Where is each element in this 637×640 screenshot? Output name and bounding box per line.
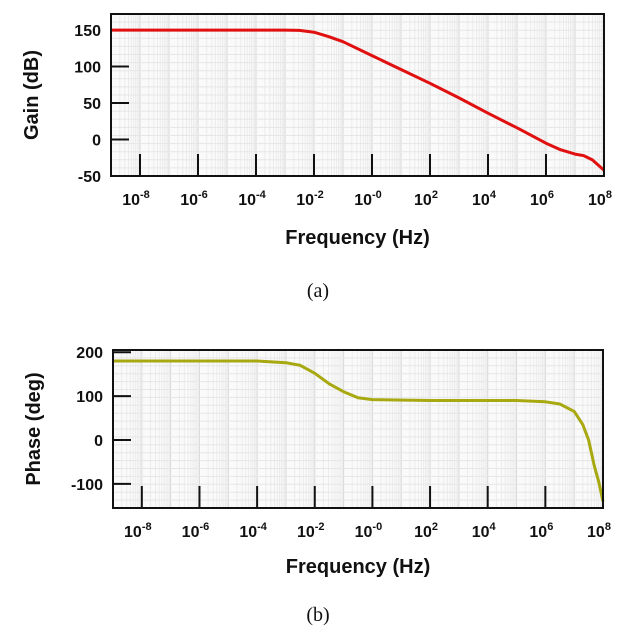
panel-caption: (a) <box>307 280 329 302</box>
x-tick-exponent: 8 <box>606 189 612 201</box>
y-tick-label: 100 <box>74 60 101 77</box>
x-tick-label: 10-4 <box>238 189 266 209</box>
x-tick-exponent: 6 <box>547 521 553 533</box>
x-tick-label: 104 <box>472 521 497 541</box>
x-tick-exponent: -8 <box>142 521 152 533</box>
x-tick-label: 106 <box>530 189 554 209</box>
x-tick-label: 10-0 <box>355 521 383 541</box>
x-tick-exponent: -2 <box>315 521 325 533</box>
panel-caption: (b) <box>306 604 329 626</box>
y-tick-label: -100 <box>71 477 103 494</box>
x-tick-label: 10-2 <box>297 521 325 541</box>
x-tick-label: 10-4 <box>239 521 267 541</box>
x-tick-label: 10-8 <box>122 189 150 209</box>
x-tick-exponent: -6 <box>199 521 209 533</box>
x-tick-exponent: 4 <box>490 189 497 201</box>
x-tick-exponent: 2 <box>432 521 438 533</box>
x-tick-label: 106 <box>529 521 553 541</box>
x-tick-label: 104 <box>472 189 497 209</box>
y-axis-label: Phase (deg) <box>23 372 45 485</box>
x-tick-exponent: 4 <box>490 521 497 533</box>
y-tick-label: 100 <box>76 389 103 406</box>
series-line-phase <box>113 359 605 502</box>
x-tick-exponent: 8 <box>605 521 611 533</box>
x-tick-label: 10-6 <box>182 521 210 541</box>
x-tick-label: 108 <box>588 189 612 209</box>
x-tick-exponent: 6 <box>548 189 554 201</box>
x-tick-exponent: 2 <box>432 189 438 201</box>
x-tick-label: 10-6 <box>180 189 208 209</box>
x-tick-exponent: -4 <box>257 521 268 533</box>
x-tick-exponent: -4 <box>256 189 267 201</box>
y-tick-label: 0 <box>94 433 103 450</box>
phase-plot: 10-8 10-6 10-4 10-2 10-0 102 104 106 108 200 100 0 -… <box>23 345 611 626</box>
x-axis-label: Frequency (Hz) <box>285 227 429 249</box>
x-tick-label: 10-8 <box>124 521 152 541</box>
y-tick-label: 0 <box>92 133 101 150</box>
x-tick-exponent: -8 <box>140 189 150 201</box>
gain-plot: 10-8 10-6 10-4 10-2 10-0 102 104 106 108 150 100 50… <box>21 13 612 302</box>
x-tick-exponent: -2 <box>314 189 324 201</box>
x-tick-label: 10-2 <box>296 189 324 209</box>
plot-frame <box>112 349 604 509</box>
y-tick-label: -50 <box>78 169 101 186</box>
x-axis-label: Frequency (Hz) <box>286 556 430 578</box>
y-tick-label: 150 <box>74 23 101 40</box>
x-tick-label: 102 <box>414 521 438 541</box>
x-tick-exponent: -6 <box>198 189 208 201</box>
y-tick-label: 200 <box>76 345 103 362</box>
x-tick-exponent: -0 <box>372 521 382 533</box>
x-tick-label: 102 <box>414 189 438 209</box>
x-tick-label: 10-0 <box>354 189 382 209</box>
x-tick-label: 108 <box>587 521 611 541</box>
plot-frame <box>110 13 605 177</box>
y-tick-label: 50 <box>83 96 101 113</box>
y-axis-label: Gain (dB) <box>21 50 43 140</box>
series-line-gain <box>111 28 605 172</box>
x-tick-exponent: -0 <box>372 189 382 201</box>
